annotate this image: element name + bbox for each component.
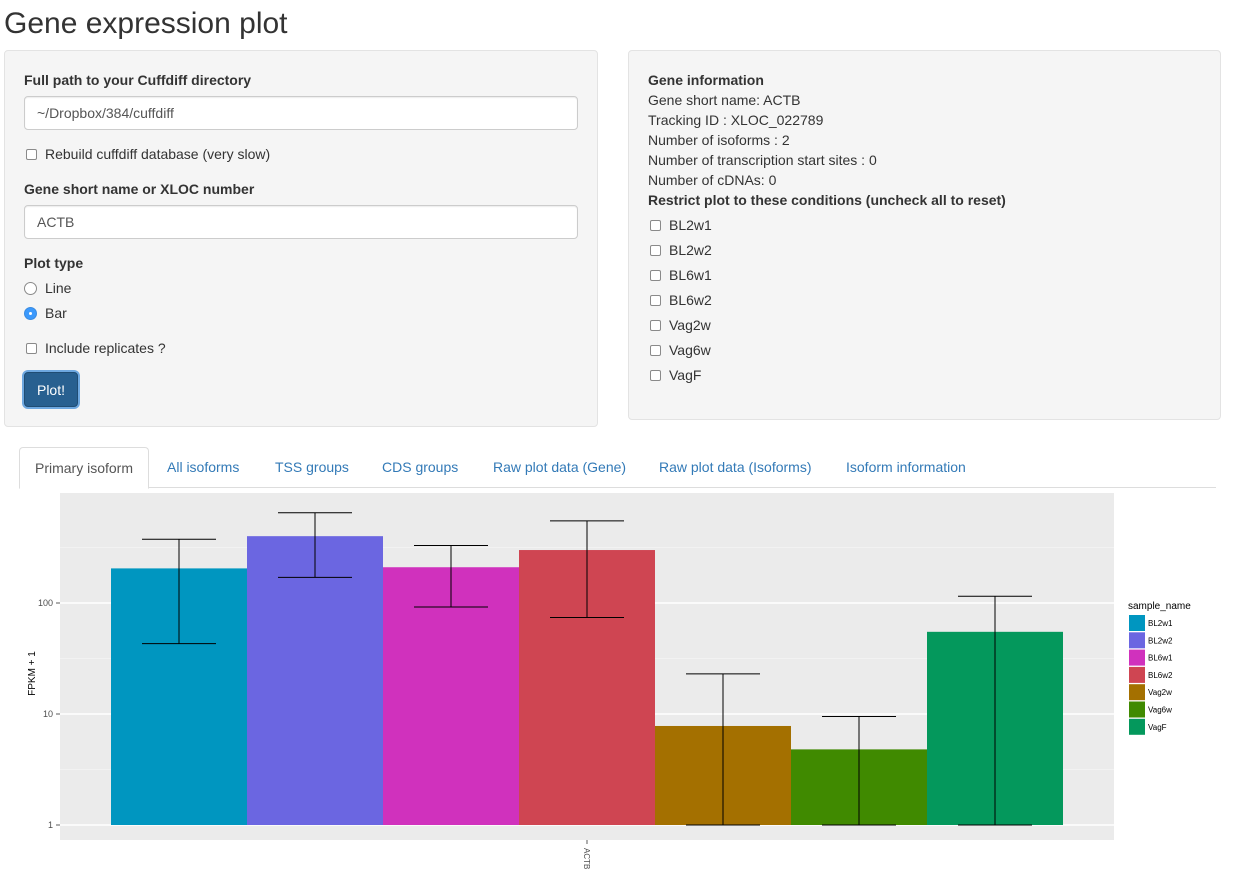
tab-raw-plot-data-isoforms[interactable]: Raw plot data (Isoforms) [659, 459, 812, 475]
condition-checkbox[interactable] [650, 294, 661, 306]
condition-label: BL2w1 [669, 217, 712, 233]
tracking-id: Tracking ID : XLOC_022789 [648, 112, 824, 128]
restrict-label: Restrict plot to these conditions (unche… [648, 192, 1006, 208]
legend-key [1129, 718, 1145, 735]
condition-checkbox[interactable] [650, 269, 661, 281]
condition-label: BL2w2 [669, 242, 712, 258]
gene-info-heading: Gene information [648, 72, 764, 88]
condition-checkbox[interactable] [650, 244, 661, 256]
bar-bl6w1 [383, 567, 519, 825]
expression-chart: 1 10 100 ACTB FPKM + 1 sample_name BL2w1 BL2w2 B… [0, 490, 1256, 886]
bar-bl2w2 [247, 536, 383, 825]
legend-key [1129, 615, 1145, 631]
rebuild-label: Rebuild cuffdiff database (very slow) [45, 146, 271, 162]
cuffdiff-label: Full path to your Cuffdiff directory [24, 72, 252, 88]
tab-all-isoforms[interactable]: All isoforms [167, 459, 240, 475]
tab-cds-groups[interactable]: CDS groups [382, 459, 459, 475]
bar-radio-label: Bar [45, 305, 67, 321]
condition-checkbox-row[interactable]: BL6w1 [650, 267, 712, 283]
legend-key [1129, 701, 1145, 718]
line-radio-label: Line [45, 280, 72, 296]
condition-checkbox-row[interactable]: BL2w1 [650, 217, 712, 233]
rebuild-checkbox[interactable] [26, 148, 37, 160]
condition-checkbox[interactable] [650, 344, 661, 356]
condition-checkbox-row[interactable]: Vag6w [650, 342, 711, 358]
plot-type-line-option[interactable]: Line [24, 280, 71, 296]
condition-checkbox-row[interactable]: Vag2w [650, 317, 711, 333]
legend-title: sample_name [1128, 601, 1191, 612]
legend-label: BL2w1 [1148, 619, 1173, 628]
rebuild-checkbox-row[interactable]: Rebuild cuffdiff database (very slow) [26, 146, 270, 162]
tab-primary-isoform[interactable]: Primary isoform [19, 447, 150, 489]
expression-bar-chart: 1 10 100 ACTB FPKM + 1 sample_name BL2w1 BL2w2 B… [27, 493, 1191, 869]
legend-key [1129, 632, 1145, 649]
replicates-label: Include replicates ? [45, 340, 166, 356]
page-title: Gene expression plot [4, 7, 288, 40]
y-tick-label: 1 [48, 820, 53, 830]
legend-label: Vag2w [1148, 688, 1172, 697]
gene-short-name: Gene short name: ACTB [648, 92, 801, 108]
plot-tabs: Primary isoform All isoforms TSS groups … [19, 447, 1216, 489]
replicates-checkbox[interactable] [26, 342, 37, 354]
tss-count: Number of transcription start sites : 0 [648, 152, 877, 168]
legend-label: VagF [1148, 723, 1167, 732]
condition-label: Vag6w [669, 342, 711, 358]
condition-label: Vag2w [669, 317, 711, 333]
condition-label: BL6w1 [669, 267, 712, 283]
condition-label: BL6w2 [669, 292, 712, 308]
legend-label: BL6w2 [1148, 671, 1173, 680]
legend-key [1129, 684, 1145, 701]
legend-key [1129, 649, 1145, 666]
gene-name-input[interactable] [24, 205, 578, 239]
y-axis-label: FPKM + 1 [27, 651, 38, 696]
tab-isoform-information[interactable]: Isoform information [846, 459, 966, 475]
y-tick-label: 100 [38, 598, 53, 608]
condition-checkbox-row[interactable]: BL2w2 [650, 242, 712, 258]
legend-label: BL6w1 [1148, 654, 1173, 663]
tab-raw-plot-data-gene[interactable]: Raw plot data (Gene) [493, 459, 627, 475]
cdna-count: Number of cDNAs: 0 [648, 172, 777, 188]
condition-checkbox-row[interactable]: BL6w2 [650, 292, 712, 308]
condition-checkbox[interactable] [650, 219, 661, 231]
line-radio[interactable] [24, 281, 37, 295]
legend-label: BL2w2 [1148, 636, 1173, 645]
input-panel: Full path to your Cuffdiff directory Reb… [4, 50, 598, 427]
condition-checkbox[interactable] [650, 369, 661, 381]
gene-label: Gene short name or XLOC number [24, 181, 255, 197]
legend-key [1129, 666, 1145, 683]
isoform-count: Number of isoforms : 2 [648, 132, 790, 148]
x-tick-label: ACTB [582, 848, 591, 869]
bar-radio[interactable] [24, 306, 37, 320]
tab-tss-groups[interactable]: TSS groups [275, 459, 349, 475]
condition-checkbox[interactable] [650, 319, 661, 331]
legend-label: Vag6w [1148, 706, 1172, 715]
y-tick-label: 10 [43, 709, 53, 719]
plot-type-bar-option[interactable]: Bar [24, 305, 67, 321]
cuffdiff-path-input[interactable] [24, 96, 578, 130]
plot-button[interactable]: Plot! [24, 372, 78, 407]
condition-label: VagF [669, 367, 702, 383]
gene-info-panel: Gene information Gene short name: ACTB T… [628, 50, 1221, 420]
condition-checkbox-row[interactable]: VagF [650, 367, 701, 383]
plot-type-label: Plot type [24, 255, 84, 271]
replicates-checkbox-row[interactable]: Include replicates ? [26, 340, 166, 356]
